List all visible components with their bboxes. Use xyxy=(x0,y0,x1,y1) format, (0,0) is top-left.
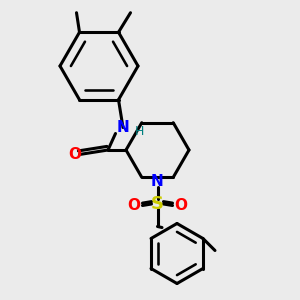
Text: N: N xyxy=(117,120,129,135)
Text: S: S xyxy=(151,195,164,213)
Text: O: O xyxy=(174,198,188,213)
Text: O: O xyxy=(128,198,141,213)
Text: O: O xyxy=(68,147,82,162)
Text: N: N xyxy=(151,174,164,189)
Text: H: H xyxy=(135,125,144,139)
